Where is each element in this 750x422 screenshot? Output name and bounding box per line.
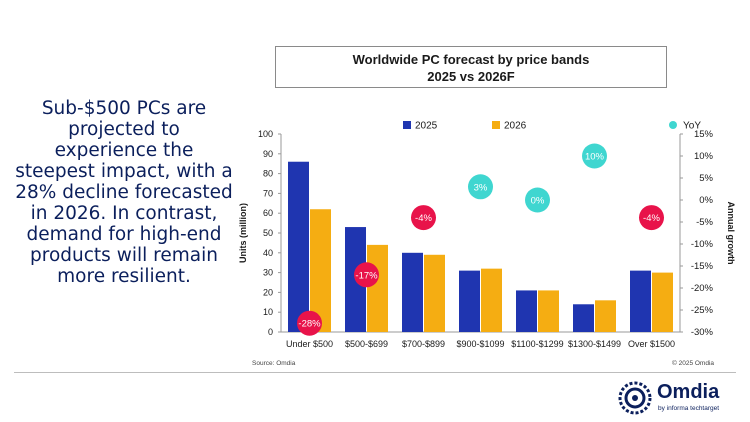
chart-title: Worldwide PC forecast by price bands 202… bbox=[275, 46, 667, 88]
legend-label-2026: 2026 bbox=[504, 121, 527, 132]
y-tick-label: 60 bbox=[263, 208, 273, 218]
yoy-data-label: -17% bbox=[355, 270, 378, 281]
bar-2025 bbox=[573, 304, 594, 332]
y2-tick-label: 10% bbox=[694, 151, 714, 162]
legend-label-2025: 2025 bbox=[415, 121, 438, 132]
y2-tick-label: 0% bbox=[699, 195, 713, 206]
bar-2025 bbox=[630, 270, 651, 332]
bar-2026 bbox=[538, 290, 559, 332]
x-tick-label: $1100-$1299 bbox=[511, 339, 563, 349]
omdia-logo: Omdia by informa techtarget bbox=[617, 380, 742, 416]
omdia-logo-icon bbox=[618, 381, 652, 415]
yoy-point bbox=[525, 187, 550, 213]
legend-label-yoy: YoY bbox=[683, 121, 701, 132]
headline-text: Sub-$500 PCs are projected to experience… bbox=[15, 98, 233, 287]
bar-2026 bbox=[367, 244, 388, 332]
yoy-data-label: 10% bbox=[585, 152, 605, 163]
y2-tick-label: -30% bbox=[691, 327, 714, 338]
y-tick-label: 70 bbox=[263, 188, 273, 198]
bar-2026 bbox=[310, 209, 331, 332]
x-tick-label: Over $1500 bbox=[628, 339, 675, 349]
bar-2026 bbox=[595, 300, 616, 332]
bar-2026 bbox=[652, 272, 673, 332]
y2-axis-title: Annual growth bbox=[726, 202, 736, 265]
yoy-point bbox=[468, 174, 493, 200]
y-tick-label: 30 bbox=[263, 268, 273, 278]
yoy-data-label: -4% bbox=[643, 213, 660, 224]
yoy-data-label: 3% bbox=[474, 182, 488, 193]
y-axis-title: Units (million) bbox=[238, 203, 248, 263]
yoy-point bbox=[297, 310, 322, 336]
logo-tagline: by informa techtarget bbox=[658, 405, 720, 412]
y2-tick-label: 5% bbox=[699, 173, 713, 184]
y2-tick-label: -20% bbox=[691, 283, 714, 294]
x-tick-label: Under $500 bbox=[286, 339, 333, 349]
y-tick-label: 40 bbox=[263, 248, 273, 258]
y-tick-label: 90 bbox=[263, 149, 273, 159]
footer-divider bbox=[14, 372, 736, 373]
y2-tick-label: -15% bbox=[691, 261, 714, 272]
legend-swatch-2026 bbox=[492, 121, 500, 129]
y2-tick-label: -25% bbox=[691, 305, 714, 316]
chart-title-line1: Worldwide PC forecast by price bands bbox=[352, 52, 590, 67]
yoy-data-label: -28% bbox=[298, 319, 321, 330]
bar-2025 bbox=[516, 290, 537, 332]
yoy-point bbox=[411, 205, 436, 231]
copyright-note: © 2025 Omdia bbox=[672, 360, 715, 367]
y-tick-label: 10 bbox=[263, 307, 273, 317]
x-tick-label: $500-$699 bbox=[345, 339, 388, 349]
yoy-point bbox=[639, 205, 664, 231]
bar-2026 bbox=[424, 254, 445, 332]
y2-tick-label: -5% bbox=[696, 217, 713, 228]
logo-name: Omdia bbox=[657, 381, 720, 403]
y2-tick-label: 15% bbox=[694, 129, 714, 140]
x-tick-label: $700-$899 bbox=[402, 339, 445, 349]
y-tick-label: 80 bbox=[263, 169, 273, 179]
yoy-point bbox=[354, 262, 379, 288]
yoy-data-label: 0% bbox=[531, 196, 545, 207]
x-tick-label: $900-$1099 bbox=[456, 339, 504, 349]
y-tick-label: 20 bbox=[263, 287, 273, 297]
legend-swatch-yoy bbox=[669, 121, 677, 129]
y-tick-label: 50 bbox=[263, 228, 273, 238]
chart-title-line2: 2025 vs 2026F bbox=[427, 69, 515, 84]
bar-2025 bbox=[288, 161, 309, 332]
y2-tick-label: -10% bbox=[691, 239, 714, 250]
bar-2025 bbox=[402, 252, 423, 332]
bar-2026 bbox=[481, 268, 502, 332]
x-tick-label: $1300-$1499 bbox=[568, 339, 621, 349]
source-note: Source: Omdia bbox=[252, 360, 296, 367]
yoy-data-label: -4% bbox=[415, 213, 432, 224]
y-tick-label: 100 bbox=[258, 129, 273, 139]
y-tick-label: 0 bbox=[268, 327, 273, 337]
legend-swatch-2025 bbox=[403, 121, 411, 129]
yoy-point bbox=[582, 143, 607, 169]
bar-2025 bbox=[459, 270, 480, 332]
